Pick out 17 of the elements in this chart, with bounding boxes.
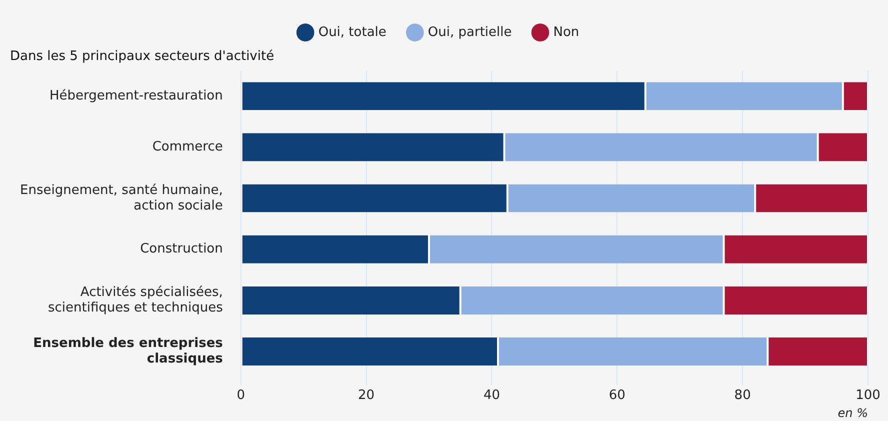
y-tick-label: Commerce (152, 140, 223, 155)
x-axis-title: en % (838, 406, 868, 420)
y-tick-label: Construction (140, 242, 223, 257)
x-tick-label: 80 (734, 388, 751, 404)
legend-label: Oui, totale (318, 24, 386, 40)
legend-label: Non (553, 24, 580, 40)
legend-label: Oui, partielle (428, 24, 512, 40)
x-tick-label: 0 (236, 388, 246, 404)
y-tick-label: Hébergement-restauration (49, 88, 223, 104)
x-tick-label: 40 (483, 388, 500, 404)
x-tick-label: 20 (358, 388, 375, 404)
chart-subtitle: Dans les 5 principaux secteurs d'activité (10, 49, 274, 64)
x-tick-label: 100 (856, 388, 880, 404)
y-tick-label: Ensemble des entreprises classiques (33, 336, 224, 367)
y-tick-label: Activités spécialisées, scientifiques et techniques (48, 284, 224, 316)
y-tick-label: Enseignement, santé humaine, action sociale (20, 182, 223, 214)
x-tick-label: 60 (608, 388, 626, 404)
